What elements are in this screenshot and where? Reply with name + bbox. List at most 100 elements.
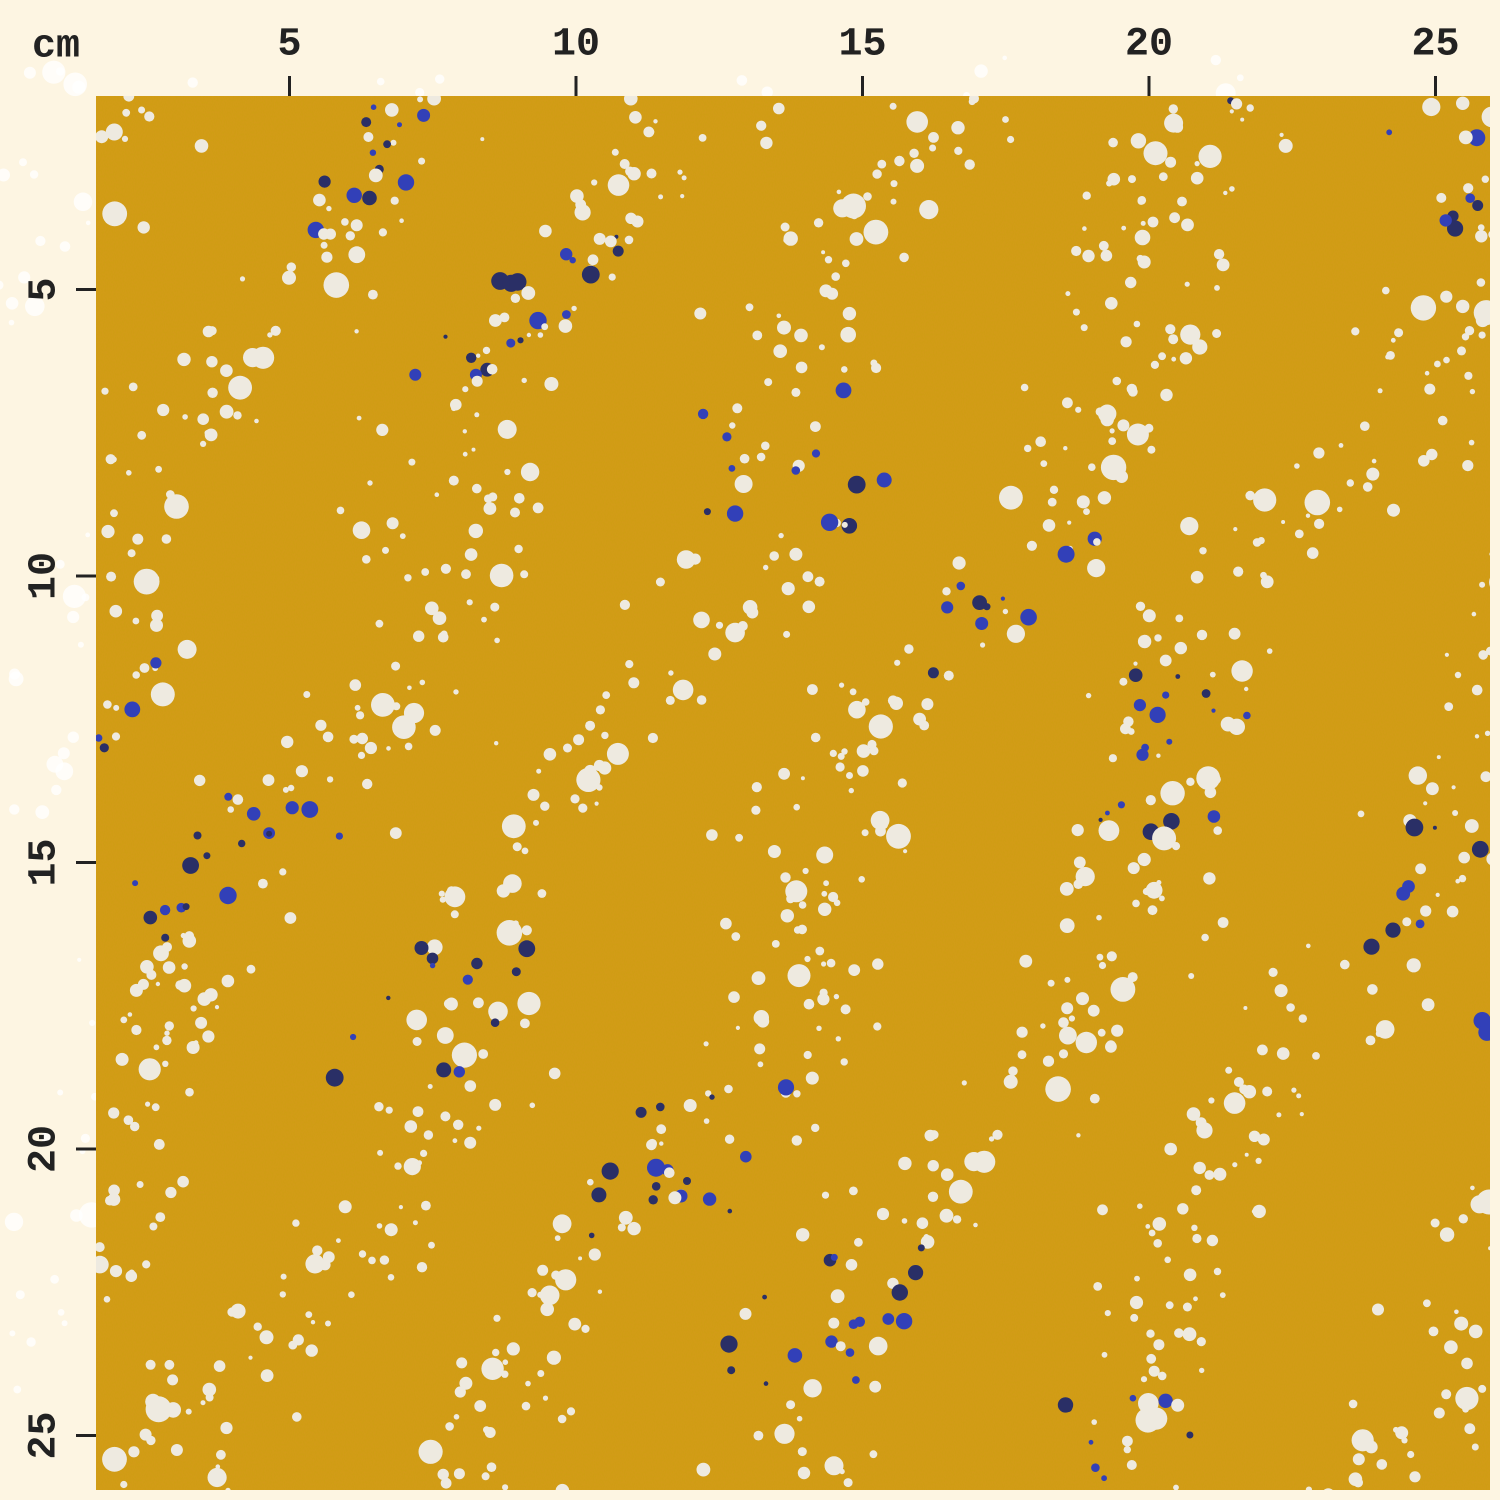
dot (150, 682, 175, 707)
dot (387, 1274, 395, 1281)
dot (702, 1192, 717, 1206)
dot (762, 1294, 767, 1300)
top-tick-label: 5 (277, 23, 301, 68)
dot (861, 829, 869, 837)
dot (284, 912, 297, 924)
dot (227, 1307, 237, 1317)
background-dot (61, 1320, 68, 1327)
background-dot (8, 671, 24, 687)
dot (706, 829, 718, 841)
dot (155, 981, 161, 987)
dot (233, 411, 242, 420)
dot (781, 909, 789, 918)
dot (1071, 245, 1082, 257)
dot (1134, 1275, 1140, 1282)
dot (318, 228, 330, 240)
dot (246, 964, 256, 974)
dot (220, 1421, 233, 1435)
dot (696, 1462, 711, 1477)
dot (318, 175, 331, 188)
dot (1470, 1185, 1475, 1191)
dot (390, 196, 399, 205)
background-dot (9, 1330, 16, 1337)
dot (1478, 650, 1488, 660)
dot (1305, 513, 1311, 518)
dot (1083, 508, 1090, 515)
dot (1164, 1142, 1177, 1156)
dot (941, 601, 954, 614)
dot (221, 974, 235, 988)
dot (668, 670, 674, 676)
background-dot (51, 784, 62, 796)
dot (849, 1186, 858, 1196)
dot (1478, 331, 1486, 339)
dot (1158, 352, 1166, 361)
dot (295, 765, 308, 778)
dot (1098, 817, 1103, 823)
dot (1456, 299, 1470, 314)
dot (797, 1447, 807, 1457)
dot (581, 1324, 590, 1333)
dot (783, 630, 791, 638)
dot (810, 421, 821, 432)
dot (362, 190, 377, 206)
dot (841, 748, 848, 755)
dot (193, 831, 202, 840)
background-dot (761, 86, 773, 98)
dot (473, 997, 484, 1009)
dot (1040, 460, 1048, 467)
dot (1435, 892, 1440, 898)
dot (783, 237, 790, 244)
dot (1386, 129, 1393, 136)
dot (540, 1302, 554, 1317)
dot (364, 741, 377, 755)
dot (1035, 436, 1046, 448)
dot (1160, 388, 1173, 402)
dot (1432, 825, 1437, 830)
dot (807, 684, 818, 695)
dot (1458, 130, 1473, 145)
dot (155, 465, 163, 473)
dot (1245, 490, 1255, 501)
dot (1410, 295, 1437, 321)
dot (145, 1396, 172, 1423)
dot (818, 902, 832, 916)
dot (127, 549, 136, 558)
dot (202, 1030, 215, 1043)
dot (631, 215, 644, 228)
dot (532, 502, 544, 514)
dot (182, 903, 190, 911)
dot (635, 1106, 647, 1118)
dot (521, 925, 532, 936)
dot (1488, 1246, 1490, 1251)
dot (906, 111, 928, 133)
dot (1064, 976, 1071, 983)
dot (680, 194, 685, 199)
dot (130, 1121, 140, 1132)
dot (908, 1265, 924, 1281)
dot (1268, 967, 1278, 978)
dot (821, 1191, 830, 1199)
dot (537, 889, 547, 898)
dot (647, 732, 659, 744)
dot (539, 224, 552, 238)
dot (147, 114, 153, 120)
dot (397, 122, 402, 128)
dot (529, 1102, 536, 1109)
dot (376, 423, 389, 436)
dot (155, 1212, 166, 1222)
dot (462, 429, 467, 434)
dot (1076, 495, 1090, 509)
dot (414, 941, 429, 955)
dot (464, 1080, 477, 1092)
dot (839, 1468, 845, 1475)
dot (490, 1018, 500, 1027)
dot (1108, 137, 1118, 148)
dot (1204, 1170, 1215, 1180)
dot (1415, 863, 1426, 875)
dot (336, 1238, 341, 1243)
dot (1415, 919, 1425, 929)
dot (386, 995, 391, 1001)
dot (1105, 297, 1118, 310)
background-dot (13, 1385, 22, 1394)
